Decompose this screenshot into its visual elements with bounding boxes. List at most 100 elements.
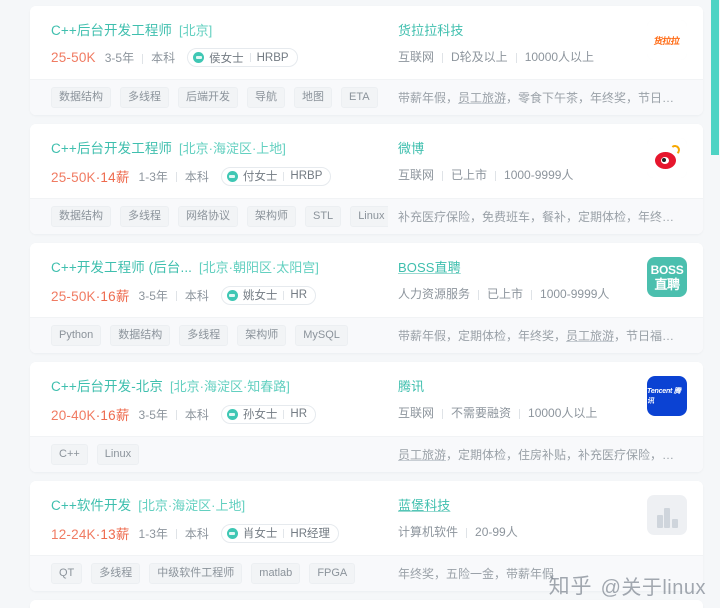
recruiter-role: HRBP [256, 51, 289, 64]
job-tag[interactable]: 架构师 [237, 325, 287, 346]
recruiter-avatar-icon [226, 408, 238, 420]
job-tag[interactable]: 中级软件工程师 [149, 563, 243, 584]
job-tag[interactable]: STL [305, 206, 342, 227]
job-tag[interactable]: 数据结构 [110, 325, 171, 346]
company-name[interactable]: 货拉拉科技 [398, 23, 464, 38]
company-size: 10000人以上 [524, 50, 595, 64]
job-card-main: C++后台开发-北京 [北京·海淀区·知春路] 20-40K·16薪 3-5年 本科 孙女… [30, 362, 703, 436]
job-education: 本科 [184, 526, 209, 541]
recruiter-pill[interactable]: 付女士 HRBP [220, 166, 332, 186]
company-logo: BOSS 直聘 [647, 257, 687, 297]
job-tag[interactable]: Python [51, 325, 102, 346]
weibo-logo-icon [647, 138, 687, 178]
job-title-row: C++软件开发 [北京·海淀区·上地] [51, 494, 388, 514]
job-tag[interactable]: 后端开发 [178, 87, 238, 108]
job-card-footer: 数据结构 多线程 后端开发 导航 地图 ETA 带薪年假，员工旅游，零食下午茶，年终奖，节日… [30, 79, 703, 115]
job-tag[interactable]: 多线程 [91, 563, 141, 584]
job-tag[interactable]: 数据结构 [51, 206, 111, 227]
company-industry: 互联网 [398, 168, 435, 182]
meta-divider [442, 408, 444, 419]
job-experience: 3-5年 [104, 51, 135, 65]
job-card[interactable]: C++软件开发 [北京·海淀区·上地] 12-24K·13薪 1-3年 本科 肖女士 HR经… [30, 481, 703, 591]
job-tag-list: 数据结构 多线程 网络协议 架构师 STL Linux [30, 206, 388, 227]
welfare-highlight: 员工旅游 [398, 448, 447, 462]
job-location: [北京·朝阳区·太阳宫] [199, 260, 319, 275]
job-tag[interactable]: Linux [96, 444, 140, 465]
recruiter-pill[interactable]: 肖女士 HR经理 [220, 523, 340, 543]
company-size: 20-99人 [475, 525, 518, 539]
job-tag[interactable]: 架构师 [247, 206, 296, 227]
job-card[interactable]: C++后台开发-北京 [北京·海淀区·知春路] 20-40K·16薪 3-5年 本科 孙女… [30, 362, 703, 472]
job-tag[interactable]: 多线程 [179, 325, 229, 346]
recruiter-role: HRBP [290, 170, 323, 182]
meta-divider [466, 527, 468, 538]
job-tag[interactable]: 多线程 [120, 87, 169, 108]
company-name[interactable]: BOSS直聘 [398, 260, 461, 275]
job-info-column: C++后台开发-北京 [北京·海淀区·知春路] 20-40K·16薪 3-5年 本科 孙女… [30, 375, 388, 424]
job-tag[interactable]: 多线程 [120, 206, 169, 227]
recruiter-name: 孙女士 [242, 409, 278, 421]
page-scrollbar-track[interactable] [711, 0, 720, 608]
job-salary-bonus: ·14薪 [95, 170, 130, 185]
job-tag[interactable]: 导航 [247, 87, 285, 108]
job-tag[interactable]: C++ [51, 444, 88, 465]
company-info-column: 货拉拉科技 互联网 D轮及以上 10000人以上 货拉拉 [388, 19, 703, 65]
company-logo [647, 495, 687, 535]
company-name[interactable]: 蓝堡科技 [398, 498, 451, 513]
job-tag[interactable]: FPGA [309, 563, 356, 584]
company-logo: Tencent 腾讯 [647, 376, 687, 416]
meta-divider [442, 52, 444, 63]
meta-divider [175, 291, 177, 301]
building-bar [656, 515, 663, 528]
job-location: [北京] [179, 23, 213, 38]
job-tag-list: 数据结构 多线程 后端开发 导航 地图 ETA [30, 87, 388, 108]
page-scrollbar-thumb[interactable] [711, 0, 719, 155]
company-info: 货拉拉科技 互联网 D轮及以上 10000人以上 [398, 19, 594, 65]
job-experience: 3-5年 [138, 288, 168, 303]
welfare-highlight: 员工旅游 [458, 91, 507, 105]
job-title[interactable]: C++后台开发-北京 [51, 379, 164, 394]
company-funding-stage: D轮及以上 [451, 50, 508, 64]
job-salary: 25-50K·16薪 [51, 289, 130, 304]
job-card[interactable]: C++后台开发工程师 [北京] 25-50K 3-5年 本科 侯女士 HRBP 货拉拉科技 互联… [30, 6, 703, 115]
job-salary: 25-50K [51, 50, 96, 65]
job-education: 本科 [184, 407, 209, 422]
company-info-column: 微博 互联网 已上市 1000-9999人 [388, 137, 703, 183]
job-title[interactable]: C++软件开发 [51, 498, 132, 513]
recruiter-pill[interactable]: 姚女士 HR [220, 285, 317, 305]
company-info-column: 腾讯 互联网 不需要融资 10000人以上 Tencent 腾讯 [388, 375, 703, 421]
job-tag[interactable]: QT [51, 563, 83, 584]
job-title[interactable]: C++后台开发工程师 [51, 141, 173, 156]
job-tag[interactable]: 网络协议 [178, 206, 238, 227]
job-tag[interactable]: Linux [350, 206, 388, 227]
job-info-column: C++开发工程师 (后台... [北京·朝阳区·太阳宫] 25-50K·16薪 3-5… [30, 256, 388, 305]
job-title[interactable]: C++开发工程师 (后台... [51, 260, 193, 275]
company-name[interactable]: 腾讯 [398, 379, 425, 394]
company-info: 腾讯 互联网 不需要融资 10000人以上 [398, 375, 597, 421]
job-card-main: C++后台开发工程师 [北京] 25-50K 3-5年 本科 侯女士 HRBP 货拉拉科技 互联… [30, 6, 703, 79]
job-tag[interactable]: 数据结构 [51, 87, 111, 108]
placeholder-building-icon [647, 495, 687, 535]
company-info: 蓝堡科技计算机软件 20-99人 [398, 494, 518, 540]
job-card[interactable]: C++后台开发工程师 [北京·海淀区·上地] 25-50K·14薪 1-3年 本科 付女士… [30, 124, 703, 234]
boss-logo-line2: 直聘 [654, 276, 680, 292]
job-tag[interactable]: matlab [251, 563, 301, 584]
recruiter-pill[interactable]: 侯女士 HRBP [187, 48, 298, 67]
job-card[interactable]: C++开发工程师 (后台... [北京·朝阳区·太阳宫] 25-50K·16薪 3-5… [30, 243, 703, 353]
job-tag[interactable]: 地图 [294, 87, 332, 108]
job-card-main: C++软件开发 [北京·海淀区·上地] 12-24K·13薪 1-3年 本科 肖女士 HR经… [30, 481, 703, 555]
job-card[interactable]: BJ-C++后台开发工程师[北京·海淀区·双榆树]20-40K·16薪3-5年本… [30, 600, 703, 608]
recruiter-pill[interactable]: 孙女士 HR [220, 404, 317, 424]
company-meta-row: 计算机软件 20-99人 [398, 523, 518, 540]
job-title[interactable]: C++后台开发工程师 [51, 23, 173, 38]
job-list: C++后台开发工程师 [北京] 25-50K 3-5年本科 侯女士 HRBP 货拉拉科技互联… [30, 6, 703, 608]
job-tag-list: QT 多线程 中级软件工程师 matlab FPGA [30, 563, 388, 584]
job-tag[interactable]: MySQL [295, 325, 348, 346]
meta-divider [495, 170, 497, 181]
welfare-text: 员工旅游，定期体检，住房补贴，补充医疗保险，带薪年... [398, 448, 703, 462]
company-name[interactable]: 微博 [398, 141, 425, 156]
job-card-main: C++开发工程师 (后台... [北京·朝阳区·太阳宫] 25-50K·16薪 3-5… [30, 243, 703, 317]
job-title-row: C++后台开发-北京 [北京·海淀区·知春路] [51, 375, 388, 395]
recruiter-role: HR经理 [290, 528, 331, 540]
job-tag[interactable]: ETA [341, 87, 378, 108]
